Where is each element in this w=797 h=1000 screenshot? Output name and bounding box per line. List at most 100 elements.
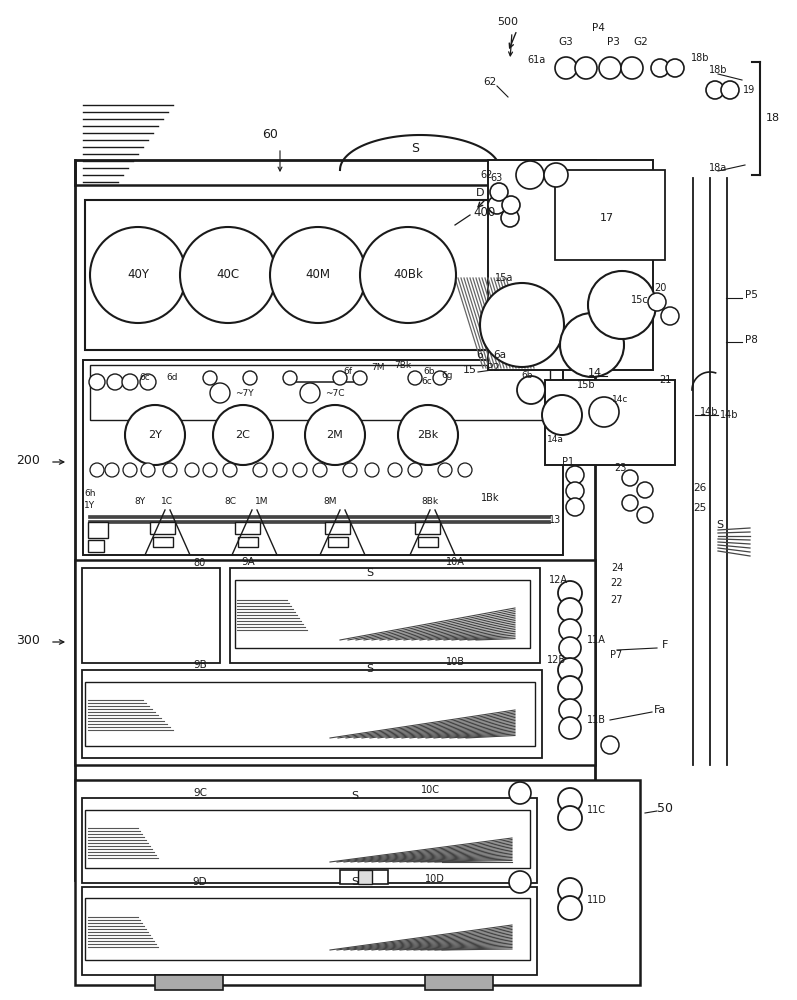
Text: 11A: 11A [587,635,606,645]
Text: 11D: 11D [587,895,607,905]
Text: 22: 22 [611,578,623,588]
Text: 6a: 6a [493,350,507,360]
Text: 14a: 14a [547,436,563,444]
Text: 10A: 10A [446,557,465,567]
Circle shape [305,405,365,465]
Bar [415,522,440,534]
Circle shape [559,637,581,659]
Circle shape [558,806,582,830]
Circle shape [360,227,456,323]
Bar [418,537,438,547]
Bar [555,170,665,260]
Text: 62: 62 [481,170,493,180]
Text: 9D: 9D [193,877,207,887]
Bar [75,780,640,985]
Text: 14b: 14b [700,407,719,417]
Text: S: S [367,664,374,674]
Text: 10B: 10B [446,657,465,667]
Text: 400: 400 [474,206,496,219]
Circle shape [107,374,123,390]
Text: 11C: 11C [587,805,606,815]
Text: S: S [367,568,374,578]
Circle shape [721,81,739,99]
Text: ~7Y: ~7Y [235,388,253,397]
Circle shape [293,463,307,477]
Circle shape [488,196,506,214]
Bar [82,568,220,663]
Text: 6d: 6d [167,372,178,381]
Circle shape [560,313,624,377]
Circle shape [566,482,584,500]
Text: S: S [717,520,724,530]
Text: 6: 6 [477,350,483,360]
Circle shape [408,371,422,385]
Circle shape [621,57,643,79]
Text: 6c: 6c [422,377,433,386]
Bar [340,870,388,884]
Bar [90,365,550,420]
Circle shape [398,405,458,465]
Text: 27: 27 [611,595,623,605]
Circle shape [666,59,684,77]
Circle shape [203,463,217,477]
Text: 2M: 2M [327,430,344,440]
Text: 18b: 18b [709,65,727,75]
Circle shape [180,227,276,323]
Bar [88,520,550,523]
Text: 26: 26 [693,483,707,493]
Text: 6b: 6b [423,367,434,376]
Circle shape [651,59,669,77]
Circle shape [706,81,724,99]
Circle shape [223,463,237,477]
Text: S: S [351,791,359,801]
Text: G3: G3 [559,37,573,47]
Bar [488,160,653,370]
Circle shape [558,676,582,700]
Circle shape [213,405,273,465]
Circle shape [637,482,653,498]
Text: 62: 62 [483,77,497,87]
Bar [75,560,595,765]
Circle shape [516,161,544,189]
Text: 18b: 18b [691,53,709,63]
Circle shape [544,163,568,187]
Bar [83,360,563,555]
Circle shape [566,498,584,516]
Text: 61a: 61a [528,55,546,65]
Text: 1Y: 1Y [84,502,96,510]
Circle shape [517,376,545,404]
Circle shape [490,183,508,201]
Circle shape [333,371,347,385]
Circle shape [163,463,177,477]
Circle shape [185,463,199,477]
Bar [230,568,540,663]
Bar [153,537,173,547]
Circle shape [558,788,582,812]
Text: P8: P8 [745,335,758,345]
Text: 7Bk: 7Bk [395,361,411,370]
Bar [82,670,542,758]
Text: 15: 15 [463,365,477,375]
Text: 15a: 15a [495,273,513,283]
Text: 14: 14 [588,368,602,378]
Text: 6c: 6c [139,372,151,381]
Circle shape [203,371,217,385]
Text: 8Y: 8Y [135,496,146,506]
Text: P7: P7 [610,650,622,660]
Text: 18: 18 [766,113,780,123]
Circle shape [300,383,320,403]
Text: 21: 21 [659,375,671,385]
Text: G2: G2 [634,37,649,47]
Circle shape [408,463,422,477]
Circle shape [559,619,581,641]
Circle shape [273,463,287,477]
Circle shape [141,463,155,477]
Circle shape [622,495,638,511]
Text: 6h: 6h [84,488,96,497]
Circle shape [648,293,666,311]
Circle shape [388,463,402,477]
Text: 2Y: 2Y [148,430,162,440]
Bar [235,522,260,534]
Text: F: F [662,640,668,650]
Bar [85,898,530,960]
